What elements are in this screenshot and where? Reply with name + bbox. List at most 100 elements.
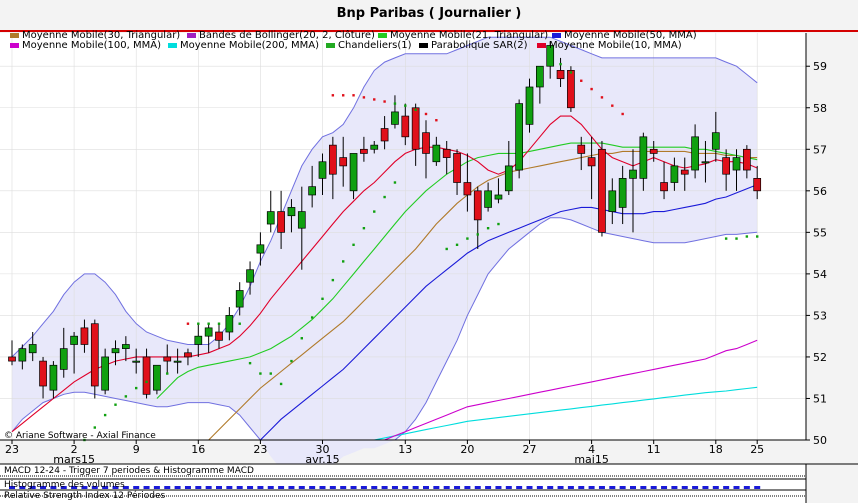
sar-dot [435,119,438,122]
candle-body [163,356,172,362]
sar-dot [373,98,376,101]
sar-dot [559,62,562,66]
sar-dot [756,235,759,238]
legend-item-ma100: Moyenne Mobile(100, MMA) [10,40,161,51]
candlestick [567,66,575,112]
candle-body [618,178,627,208]
x-tick-label: 27 [523,443,537,456]
volume-bar [516,486,523,489]
volume-bar [102,486,109,489]
title-divider [0,30,858,32]
candle-body [215,331,223,341]
candlestick [494,178,503,204]
x-tick-label: 30 [316,443,330,456]
candle-body [753,178,762,192]
candle-body [246,269,254,283]
bollinger-upper-line [11,36,758,358]
candlestick [225,307,234,341]
candlestick [691,124,699,179]
legend-item-ma50: Moyenne Mobile(50, MMA) [552,30,697,41]
candle-body [318,161,327,179]
volume-bar [298,486,305,489]
sar-dot [486,226,490,230]
candlestick [90,319,99,399]
candlestick [121,336,130,362]
candlestick [556,57,565,87]
candlestick [401,103,410,146]
candlestick [504,140,513,195]
candlestick [546,41,555,79]
candle-body [80,327,89,345]
candle-body [401,115,410,138]
candlestick [59,327,68,378]
x-tick-label: 9 [133,443,140,456]
candle-body [380,128,389,142]
sar-dot [373,210,376,213]
volume-bar [112,486,119,489]
sar-dot [383,195,386,199]
sar-dot [404,104,407,107]
candle-body [277,211,285,233]
candle-body [484,190,492,208]
x-tick-label: 18 [709,443,723,456]
sar-dot [745,235,749,238]
volume-bar [661,486,668,489]
candle-body [391,111,399,125]
candlestick [732,149,741,191]
rsi-panel-label: Relative Strength Index 12 Périodes [4,491,166,501]
candlestick [235,282,244,316]
sar-dot [352,94,355,97]
sar-dot [310,316,314,319]
candlestick [432,136,441,166]
candle-body [639,136,648,179]
legend-item-ma30: Moyenne Mobile(30, Triangular) [10,30,180,41]
candle-body [504,165,513,192]
volume-bar [153,486,160,489]
sar-dot [114,403,117,406]
sar-dot [342,94,345,97]
volume-bar [702,486,709,489]
candlestick [246,261,254,295]
sar-dot [238,322,241,325]
candlestick [711,111,720,162]
candlestick [8,340,16,366]
volume-bar [464,486,471,489]
sar-dot [445,247,448,251]
legend-item-candles: Chandeliers(1) [326,40,411,51]
sar-dot [207,322,210,325]
candle-body [494,194,503,200]
sar-dot [724,237,728,240]
y-tick-label: 57 [813,143,827,156]
candlestick [670,157,679,191]
volume-bar [526,486,533,489]
candlestick [153,364,161,395]
y-tick-label: 58 [813,102,827,115]
candle-body [111,348,120,354]
legend-swatch [10,32,19,38]
y-tick-label: 52 [813,351,827,364]
x-tick-label: 13 [398,443,412,456]
candle-body [598,148,606,233]
chart-title: Bnp Paribas ( Journalier ) [336,6,522,21]
candlestick [639,132,648,191]
sar-dot [393,102,397,105]
candle-body [90,323,99,387]
sar-dot [145,380,148,384]
candlestick [266,190,275,233]
volume-bar [630,486,636,489]
candle-body [70,335,78,345]
sar-dot [383,100,386,103]
volume-bar [454,486,461,489]
sar-dot [248,361,252,365]
candle-body [732,157,741,171]
sar-dot [393,181,397,184]
volume-bar [640,486,647,489]
candle-body [256,244,265,254]
candle-body [701,161,710,164]
legend-item-ma21: Moyenne Mobile(21, Triangular) [378,30,548,41]
volume-bar [122,486,129,489]
y-tick-label: 56 [813,185,827,198]
sar-dot [259,372,262,375]
candle-body [453,153,461,183]
